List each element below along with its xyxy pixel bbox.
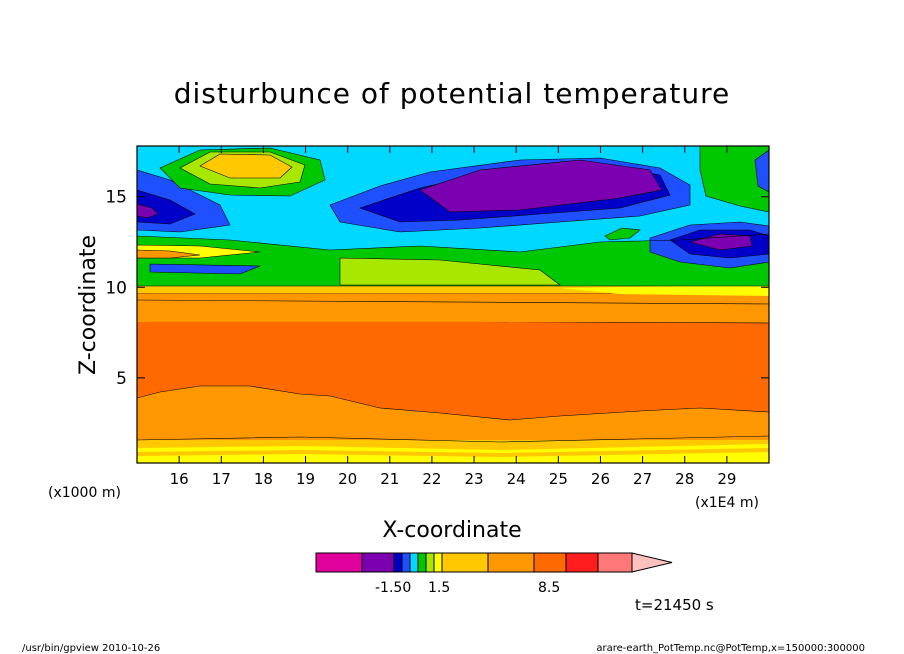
- x-tick-label: 22: [422, 470, 441, 488]
- x-tick-label: 27: [633, 470, 652, 488]
- colorbar-swatch: [417, 552, 427, 573]
- y-axis-label: Z-coordinate: [76, 235, 101, 375]
- x-tick-label: 21: [380, 470, 399, 488]
- x-tick-label: 25: [549, 470, 568, 488]
- y-tick-label: 5: [116, 369, 127, 389]
- y-axis-ticks: 5 10 15: [105, 188, 769, 389]
- x-tick-label: 29: [717, 470, 736, 488]
- x-tick-label: 18: [254, 470, 273, 488]
- colorbar-swatch: [401, 552, 411, 573]
- colorbar-label-2: 1.5: [428, 580, 450, 596]
- colorbar-swatch: [433, 552, 443, 573]
- colorbar-label-3: 8.5: [538, 580, 560, 596]
- colorbar-extension-arrow: [631, 552, 673, 573]
- x-tick-label: 23: [465, 470, 484, 488]
- colorbar-swatch: [315, 552, 363, 573]
- x-tick-label: 17: [212, 470, 231, 488]
- x-unit-left: (x1000 m): [48, 485, 121, 501]
- colorbar-swatch: [597, 552, 633, 573]
- x-tick-label: 26: [591, 470, 610, 488]
- x-tick-label: 16: [170, 470, 189, 488]
- contour-field: [137, 146, 769, 463]
- colorbar-swatch: [487, 552, 535, 573]
- footer-left: /usr/bin/gpview 2010-10-26: [22, 643, 160, 654]
- colorbar: [315, 552, 673, 573]
- y-tick-label: 10: [105, 278, 127, 298]
- x-axis-label: X-coordinate: [382, 518, 521, 543]
- plot-frame: [136, 145, 770, 464]
- x-tick-label: 24: [507, 470, 526, 488]
- chart-title: disturbunce of potential temperature: [174, 77, 731, 110]
- x-tick-label: 19: [296, 470, 315, 488]
- y-tick-label: 15: [105, 188, 127, 208]
- colorbar-swatch: [393, 552, 403, 573]
- x-tick-label: 28: [675, 470, 694, 488]
- x-tick-label: 20: [338, 470, 357, 488]
- colorbar-swatch: [441, 552, 489, 573]
- colorbar-label-1: -1.50: [375, 580, 411, 596]
- colorbar-swatch: [533, 552, 567, 573]
- footer-right: arare-earth_PotTemp.nc@PotTemp,x=150000:…: [596, 643, 865, 654]
- x-unit-right: (x1E4 m): [695, 495, 759, 511]
- colorbar-swatch: [425, 552, 435, 573]
- colorbar-swatch: [409, 552, 419, 573]
- colorbar-swatch: [361, 552, 395, 573]
- time-label: t=21450 s: [635, 596, 714, 614]
- x-axis-ticks: 16 17 18 19 20 21 22 23 24 25 26 27 28 29: [170, 146, 736, 488]
- colorbar-swatch: [565, 552, 599, 573]
